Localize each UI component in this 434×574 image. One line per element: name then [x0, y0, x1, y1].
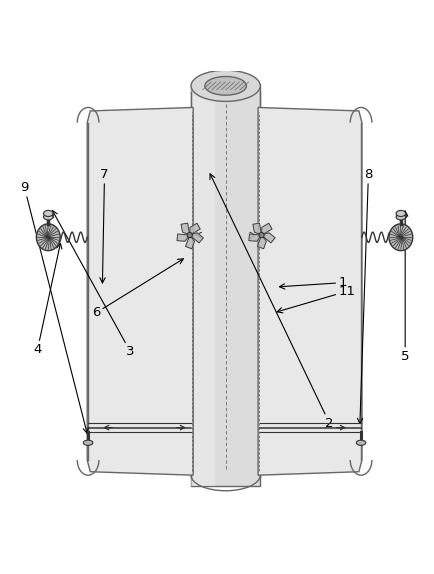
Bar — [191, 84, 260, 486]
Ellipse shape — [191, 70, 260, 102]
Ellipse shape — [259, 232, 264, 238]
Ellipse shape — [396, 211, 406, 216]
Text: 5: 5 — [401, 211, 409, 363]
Ellipse shape — [43, 211, 53, 216]
Ellipse shape — [36, 224, 60, 251]
Text: 4: 4 — [33, 243, 62, 356]
Text: 1: 1 — [279, 276, 347, 289]
Polygon shape — [253, 223, 262, 235]
Ellipse shape — [396, 214, 406, 220]
Text: 3: 3 — [53, 211, 135, 358]
Text: 7: 7 — [100, 168, 109, 283]
Bar — [191, 84, 215, 486]
Text: 9: 9 — [20, 181, 89, 433]
Text: 8: 8 — [358, 168, 373, 424]
Polygon shape — [262, 233, 275, 243]
Ellipse shape — [389, 224, 413, 251]
Text: 11: 11 — [277, 285, 355, 313]
Polygon shape — [181, 223, 190, 235]
Polygon shape — [177, 234, 190, 241]
Polygon shape — [249, 234, 262, 241]
Polygon shape — [262, 223, 272, 235]
Polygon shape — [87, 107, 193, 475]
Polygon shape — [257, 235, 266, 249]
Ellipse shape — [43, 214, 53, 220]
Ellipse shape — [205, 76, 247, 95]
Ellipse shape — [187, 232, 192, 238]
Ellipse shape — [356, 440, 366, 445]
Polygon shape — [190, 233, 203, 243]
Text: 2: 2 — [210, 174, 334, 430]
Polygon shape — [190, 223, 200, 235]
Text: 6: 6 — [92, 259, 183, 320]
Polygon shape — [186, 235, 194, 249]
Ellipse shape — [83, 440, 93, 445]
Polygon shape — [258, 107, 362, 475]
